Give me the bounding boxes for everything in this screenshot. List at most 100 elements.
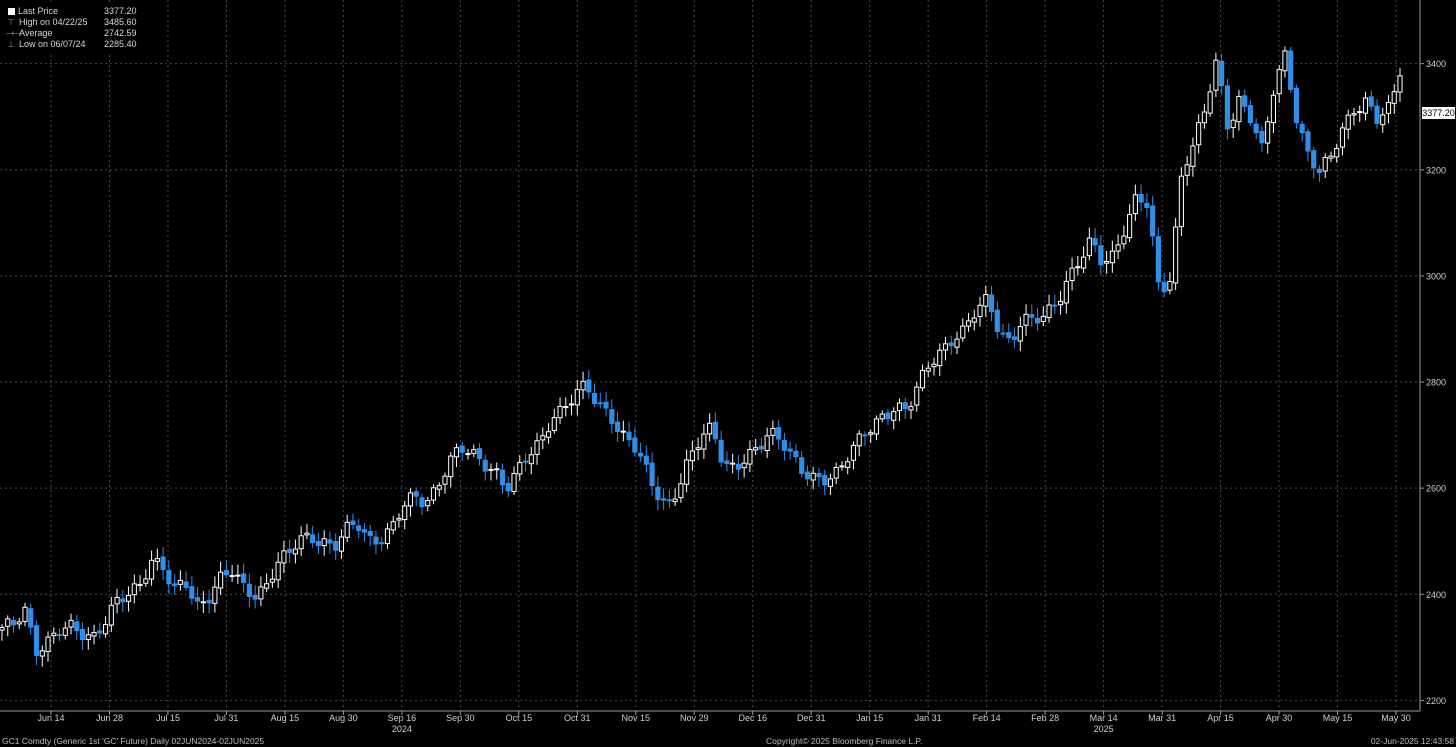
candle: [591, 383, 598, 408]
candle-body: [85, 634, 91, 640]
candle: [1259, 125, 1265, 152]
candle: [603, 392, 609, 417]
candle-body: [1138, 194, 1144, 203]
candle: [1161, 272, 1167, 298]
candle: [1242, 89, 1248, 113]
y-tick-label: 3200: [1426, 165, 1446, 175]
candle: [908, 401, 914, 419]
candle: [954, 331, 960, 355]
candle: [252, 585, 258, 609]
candle-body: [327, 539, 333, 544]
last-price-swatch: [8, 8, 15, 15]
candle-body: [304, 532, 310, 536]
candle: [557, 397, 563, 424]
candle-body: [1006, 332, 1012, 339]
legend-average: –+– Average 2742.59: [6, 28, 144, 39]
candle-body: [931, 363, 937, 368]
candle-body: [511, 472, 517, 493]
candle: [793, 444, 799, 463]
candle-body: [586, 379, 592, 393]
candle: [292, 539, 298, 564]
candle: [499, 463, 506, 494]
candle-body: [292, 548, 298, 555]
candle-body: [1288, 50, 1294, 90]
candle: [56, 628, 63, 641]
candle: [776, 419, 782, 450]
candle-body: [1265, 121, 1271, 144]
candle: [154, 548, 160, 571]
candle: [85, 627, 91, 650]
candle-body: [753, 447, 759, 451]
candle: [1086, 227, 1092, 261]
candle: [413, 487, 419, 507]
x-tick-label: Jun 28: [96, 713, 123, 723]
candle: [189, 576, 195, 605]
candle-body: [465, 453, 471, 456]
chart-legend: Last Price 3377.20 ⊤ High on 04/22/25 348…: [3, 5, 147, 52]
candle-body: [68, 619, 74, 628]
candle: [1339, 122, 1346, 156]
candle: [661, 488, 667, 510]
candle-body: [45, 636, 51, 653]
candle-body: [56, 634, 63, 637]
candle: [609, 399, 615, 434]
legend-low-value: 2285.40: [104, 39, 137, 49]
legend-high: ⊤ High on 04/22/25 3485.60: [6, 17, 144, 28]
candle-body: [1305, 131, 1311, 152]
y-tick-label: 2400: [1426, 590, 1446, 600]
candle: [333, 533, 339, 560]
candle: [287, 539, 293, 564]
candle: [1132, 184, 1138, 221]
candle-body: [528, 454, 534, 465]
candle-body: [1011, 336, 1018, 340]
candle: [695, 437, 701, 461]
candle: [200, 591, 206, 613]
candle: [1190, 137, 1196, 177]
candle-body: [471, 449, 477, 454]
candle-body: [1069, 267, 1075, 282]
candle-body: [1057, 300, 1064, 306]
candle-body: [879, 413, 885, 420]
legend-high-value: 3485.60: [104, 17, 137, 27]
candle-body: [868, 432, 874, 435]
candle: [1029, 304, 1035, 327]
candle: [425, 496, 431, 512]
y-tick-label: 2600: [1426, 484, 1446, 494]
candle: [1299, 120, 1305, 142]
candle: [33, 620, 40, 666]
footer-copyright: Copyright© 2025 Bloomberg Finance L.P.: [766, 736, 923, 746]
candle: [649, 452, 655, 496]
candle-body: [1397, 75, 1403, 93]
candle: [1196, 114, 1202, 154]
candle: [137, 575, 143, 592]
legend-low-label: Low on 06/07/24: [19, 39, 86, 49]
candle: [16, 617, 22, 629]
candle-body: [1316, 168, 1323, 174]
candle-body: [310, 534, 316, 544]
candle-body: [1196, 122, 1202, 146]
candle: [960, 318, 966, 342]
candle-body: [206, 599, 212, 604]
candle-body: [1109, 250, 1115, 264]
candle-body: [977, 304, 983, 317]
candle-body: [1311, 150, 1317, 169]
candle: [839, 461, 845, 471]
candle: [160, 546, 166, 580]
candle: [701, 423, 707, 459]
candle-body: [896, 402, 903, 412]
footer-ticker: GC1 Comdty (Generic 1st 'GC' Future) Dai…: [2, 736, 265, 746]
candle: [1230, 113, 1236, 138]
candle-body: [1334, 148, 1340, 158]
candle: [586, 370, 592, 399]
candle: [281, 541, 287, 574]
x-tick-label: Mar 31: [1148, 713, 1176, 723]
candle-body: [730, 462, 736, 465]
candle: [1092, 228, 1098, 253]
candle: [919, 364, 926, 392]
candle: [1328, 151, 1334, 162]
candle: [638, 442, 644, 462]
candle: [1034, 308, 1041, 331]
candle-body: [33, 625, 40, 656]
candle: [74, 614, 80, 641]
candle-body: [850, 444, 857, 461]
